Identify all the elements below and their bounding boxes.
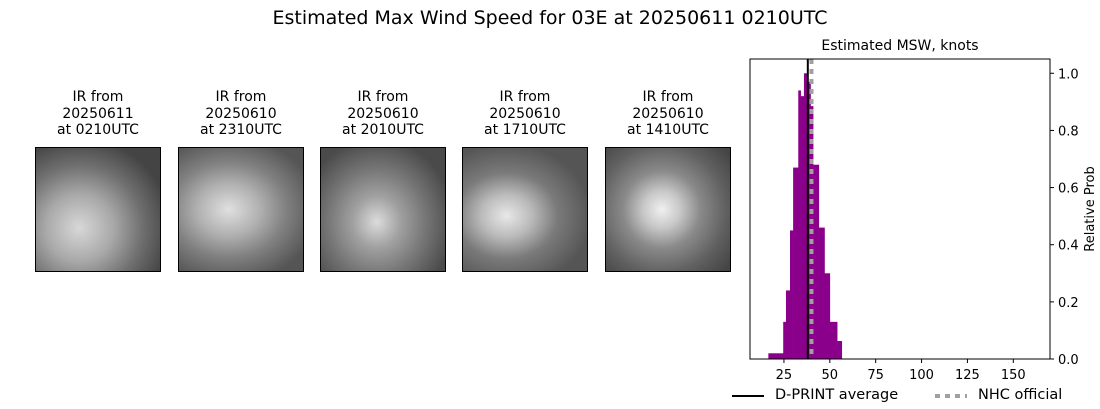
ir-satellite-image xyxy=(320,147,446,272)
caption-line: IR from xyxy=(72,89,124,105)
y-tick-label: 0.2 xyxy=(1058,296,1079,311)
y-tick-label: 1.0 xyxy=(1058,67,1079,82)
caption-line: IR from xyxy=(215,89,267,105)
caption-date: 20250610 xyxy=(489,105,561,122)
caption-time: at 1410UTC xyxy=(627,122,709,138)
ir-satellite-image xyxy=(605,147,731,272)
ir-panel: IR from 20250610 at 1710UTC xyxy=(462,89,588,272)
caption-time: at 2010UTC xyxy=(342,122,424,138)
histogram-bar xyxy=(783,321,787,359)
figure-title: Estimated Max Wind Speed for 03E at 2025… xyxy=(272,7,828,29)
y-axis-label: Relative Prob xyxy=(1083,166,1098,251)
caption-time: at 1710UTC xyxy=(484,122,566,138)
ir-satellite-image xyxy=(462,147,588,272)
y-tick-label: 0.6 xyxy=(1058,182,1079,197)
histogram-bar xyxy=(768,353,784,359)
ir-panel: IR from 20250610 at 2310UTC xyxy=(178,89,304,272)
ir-caption: IR from 20250610 at 2010UTC xyxy=(320,89,446,139)
x-tick-label: 150 xyxy=(1001,368,1026,383)
x-tick-label: 25 xyxy=(776,368,793,383)
histogram-bar xyxy=(813,164,820,359)
ir-caption: IR from 20250610 at 1410UTC xyxy=(605,89,731,139)
caption-date: 20250610 xyxy=(632,105,704,122)
histogram-bar xyxy=(785,290,791,359)
histogram-bar xyxy=(800,96,805,360)
histogram-bar xyxy=(824,273,831,359)
ir-panel: IR from 20250610 at 1410UTC xyxy=(605,89,731,272)
caption-line: IR from xyxy=(499,89,551,105)
histogram-bar xyxy=(818,227,825,359)
ir-panel: IR from 20250610 at 2010UTC xyxy=(320,89,446,272)
caption-time: at 0210UTC xyxy=(57,122,139,138)
histogram-bar xyxy=(790,230,794,359)
caption-line: IR from xyxy=(642,89,694,105)
x-tick-label: 50 xyxy=(822,368,839,383)
histogram-bar xyxy=(837,341,843,359)
legend-dprint-label: D-PRINT average xyxy=(775,387,899,403)
x-tick-label: 75 xyxy=(867,368,884,383)
chart-title: Estimated MSW, knots xyxy=(821,38,978,54)
caption-line: IR from xyxy=(357,89,409,105)
caption-time: at 2310UTC xyxy=(200,122,282,138)
caption-date: 20250610 xyxy=(347,105,419,122)
ir-caption: IR from 20250610 at 1710UTC xyxy=(462,89,588,139)
x-tick-label: 125 xyxy=(955,368,980,383)
y-tick-label: 0.0 xyxy=(1058,353,1079,368)
y-tick-label: 0.4 xyxy=(1058,239,1079,254)
caption-date: 20250611 xyxy=(62,105,134,122)
ir-caption: IR from 20250611 at 0210UTC xyxy=(35,89,161,139)
ir-caption: IR from 20250610 at 2310UTC xyxy=(178,89,304,139)
plot-frame xyxy=(749,58,1051,360)
histogram-bar xyxy=(829,321,838,359)
ir-panel: IR from 20250611 at 0210UTC xyxy=(35,89,161,272)
ir-satellite-image xyxy=(178,147,304,272)
caption-date: 20250610 xyxy=(205,105,277,122)
ir-satellite-image xyxy=(35,147,161,272)
histogram-bar xyxy=(807,81,811,359)
histogram-bar xyxy=(803,73,808,360)
y-tick-label: 0.8 xyxy=(1058,124,1079,139)
legend-nhc-label: NHC official xyxy=(978,387,1063,403)
histogram-bar xyxy=(798,90,801,359)
x-tick-label: 100 xyxy=(909,368,934,383)
histogram-bar xyxy=(793,167,799,359)
